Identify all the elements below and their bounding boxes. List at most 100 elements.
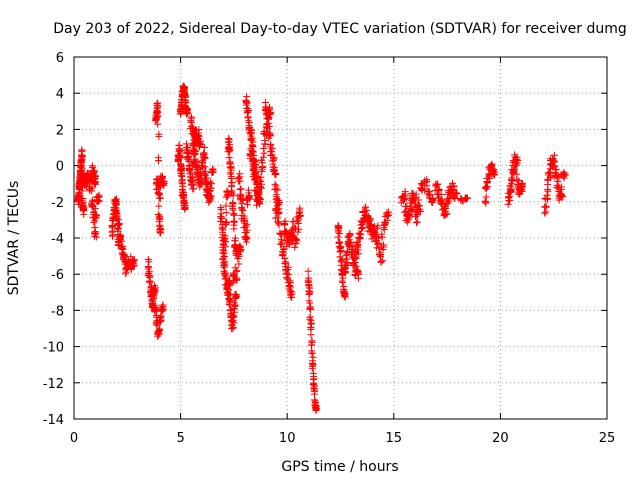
data-point [191, 158, 199, 166]
data-point [308, 338, 316, 346]
data-point [275, 209, 283, 217]
data-point [281, 254, 289, 262]
data-point [309, 353, 317, 361]
data-point [78, 166, 86, 174]
data-point [487, 161, 495, 169]
data-point [357, 230, 365, 238]
data-point [295, 219, 303, 227]
data-point [230, 313, 238, 321]
data-point [417, 207, 425, 215]
data-point [217, 213, 225, 221]
data-point [207, 195, 215, 203]
data-point [417, 185, 425, 193]
data-point [94, 193, 102, 201]
data-point [122, 270, 130, 278]
y-tick-label: -6 [51, 268, 64, 283]
data-point [243, 234, 251, 242]
data-point [354, 241, 362, 249]
data-point [541, 209, 549, 217]
data-point [404, 216, 412, 224]
data-point [306, 313, 314, 321]
data-point [443, 210, 451, 218]
data-point [379, 257, 387, 265]
data-point [151, 286, 159, 294]
data-point [92, 233, 100, 241]
data-point [116, 235, 124, 243]
data-point [222, 220, 230, 228]
data-point [308, 349, 316, 357]
y-tick-label: 4 [56, 87, 64, 102]
data-point [482, 193, 490, 201]
data-point [424, 190, 432, 198]
data-point [306, 299, 314, 307]
data-point [232, 290, 240, 298]
data-point [242, 97, 250, 105]
data-point [383, 210, 391, 218]
data-point [91, 229, 99, 237]
data-point [144, 263, 152, 271]
data-point [226, 141, 234, 149]
data-points [74, 82, 569, 415]
data-point [260, 149, 268, 157]
data-point [243, 92, 251, 100]
data-point [312, 404, 320, 412]
data-point [230, 304, 238, 312]
data-point [307, 303, 315, 311]
data-point [157, 312, 165, 320]
data-point [513, 153, 521, 161]
data-point [180, 198, 188, 206]
data-point [305, 288, 313, 296]
data-point [159, 177, 167, 185]
y-tick-label: -10 [43, 341, 64, 356]
data-point [347, 239, 355, 247]
data-point [190, 140, 198, 148]
data-point [453, 190, 461, 198]
data-point [242, 222, 250, 230]
data-point [365, 222, 373, 230]
data-point [206, 178, 214, 186]
data-point [513, 159, 521, 167]
data-point [181, 91, 189, 99]
y-tick-label: 2 [56, 123, 64, 138]
data-point [485, 175, 493, 183]
data-point [553, 173, 561, 181]
data-point [78, 187, 86, 195]
data-point [412, 219, 420, 227]
data-point [291, 223, 299, 231]
data-point [78, 156, 86, 164]
data-point [226, 306, 234, 314]
data-point [440, 211, 448, 219]
data-point [517, 183, 525, 191]
data-point [461, 195, 469, 203]
data-point [279, 248, 287, 256]
data-point [155, 191, 163, 199]
data-point [336, 238, 344, 246]
data-point [228, 188, 236, 196]
data-point [254, 197, 262, 205]
data-point [269, 156, 277, 164]
data-point [266, 105, 274, 113]
data-point [352, 254, 360, 262]
data-point [248, 126, 256, 134]
data-point [304, 267, 312, 275]
data-point [184, 153, 192, 161]
data-point [189, 181, 197, 189]
data-point [266, 129, 274, 137]
data-point [400, 195, 408, 203]
data-point [236, 185, 244, 193]
data-point [154, 112, 162, 120]
data-point [450, 194, 458, 202]
data-point [234, 174, 242, 182]
data-point [160, 181, 168, 189]
y-tick-label: -14 [43, 413, 64, 428]
data-point [152, 302, 160, 310]
data-point [257, 173, 265, 181]
data-point [256, 183, 264, 191]
data-point [229, 191, 237, 199]
data-point [336, 230, 344, 238]
data-point [236, 177, 244, 185]
data-point [265, 108, 273, 116]
